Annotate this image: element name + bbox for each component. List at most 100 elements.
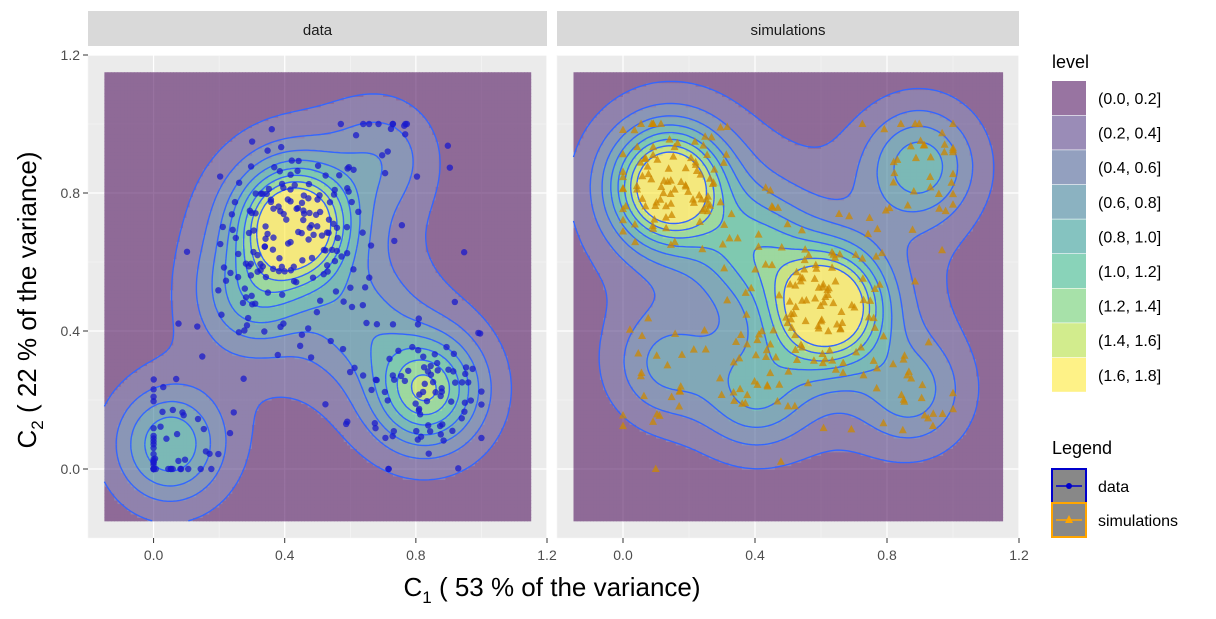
data-point (360, 120, 367, 128)
data-point (348, 198, 355, 206)
simulation-point (762, 352, 771, 361)
data-point (308, 254, 316, 262)
simulation-point (662, 223, 671, 232)
level-legend-label: (0.6, 0.8] (1098, 195, 1161, 212)
x-tick-label: 0.4 (745, 547, 765, 563)
data-point (359, 372, 367, 379)
data-point (175, 320, 182, 327)
simulation-point (783, 401, 792, 410)
data-point (310, 231, 317, 239)
data-point (175, 457, 182, 465)
simulation-point (766, 186, 775, 194)
data-point (313, 308, 321, 316)
panel-simulations: simulations (556, 11, 1020, 539)
data-point (413, 427, 420, 435)
data-point (381, 388, 389, 396)
simulation-point (949, 388, 957, 397)
simulation-point (926, 172, 935, 181)
data-point (300, 216, 307, 224)
data-point (398, 222, 406, 229)
data-point (381, 169, 389, 177)
simulation-point (903, 200, 912, 209)
data-point (389, 432, 396, 440)
data-point (460, 249, 468, 256)
data-point (278, 180, 286, 188)
simulation-point (666, 199, 675, 207)
data-point (264, 147, 271, 154)
data-point (250, 227, 258, 234)
y-tick-label: 1.2 (61, 47, 81, 63)
data-point (339, 345, 347, 353)
data-point (384, 397, 391, 404)
simulation-point (864, 312, 873, 321)
simulation-point (681, 182, 690, 190)
data-point (300, 207, 307, 214)
data-point (247, 272, 255, 279)
simulation-point (898, 425, 907, 434)
simulation-point (771, 352, 780, 361)
simulation-point (875, 280, 884, 288)
simulation-point (949, 143, 957, 152)
simulation-point (700, 325, 709, 334)
data-point (216, 173, 224, 180)
simulation-point (870, 284, 879, 293)
simulation-point (715, 373, 724, 382)
data-point (337, 120, 345, 128)
data-point (199, 353, 206, 360)
level-legend-label: (0.4, 0.6] (1098, 160, 1161, 177)
data-point (316, 192, 323, 199)
y-tick-label: 0.4 (61, 323, 81, 339)
density-fill (573, 72, 1004, 522)
simulation-point (938, 245, 947, 254)
simulation-point (785, 297, 794, 305)
simulation-point (633, 142, 642, 151)
data-point (283, 216, 290, 223)
simulation-point (872, 252, 881, 260)
data-point (462, 370, 469, 378)
data-point (159, 408, 166, 416)
data-point (389, 321, 397, 328)
data-point (264, 230, 271, 238)
simulation-point (940, 147, 949, 156)
data-point (366, 274, 373, 281)
data-point (270, 234, 277, 241)
y-tick-label: 0.0 (61, 461, 81, 477)
data-point (372, 424, 379, 432)
data-point (351, 364, 358, 372)
simulation-point (684, 187, 693, 195)
simulation-point (852, 347, 861, 356)
simulation-point (810, 274, 819, 282)
data-point (439, 421, 446, 428)
x-tick-label: 1.2 (537, 547, 557, 563)
series-legend-label: data (1098, 479, 1129, 496)
data-point (245, 229, 253, 237)
simulation-point (792, 355, 801, 363)
data-point (448, 398, 455, 405)
simulation-point (667, 210, 676, 219)
data-point (429, 378, 437, 386)
simulation-point (811, 260, 820, 269)
simulation-point (917, 393, 926, 402)
data-point (345, 163, 353, 171)
data-point (386, 355, 393, 363)
simulation-point (689, 345, 698, 353)
data-point (327, 337, 334, 345)
simulation-point (619, 421, 627, 430)
data-point (415, 315, 422, 322)
simulation-point (865, 213, 874, 222)
level-legend-swatch (1052, 219, 1086, 254)
contour-line (617, 131, 884, 371)
facet-strip (557, 11, 1019, 46)
level-legend-title: level (1052, 52, 1089, 72)
simulation-point (918, 380, 927, 389)
simulation-point (825, 345, 834, 354)
simulation-point (866, 296, 875, 304)
simulation-point (701, 344, 710, 353)
data-point (262, 273, 270, 281)
data-point (390, 376, 398, 383)
data-point (220, 264, 228, 271)
simulation-point (889, 177, 898, 186)
data-point (450, 350, 458, 358)
data-point (478, 401, 485, 408)
level-legend-label: (1.0, 1.2] (1098, 264, 1161, 281)
